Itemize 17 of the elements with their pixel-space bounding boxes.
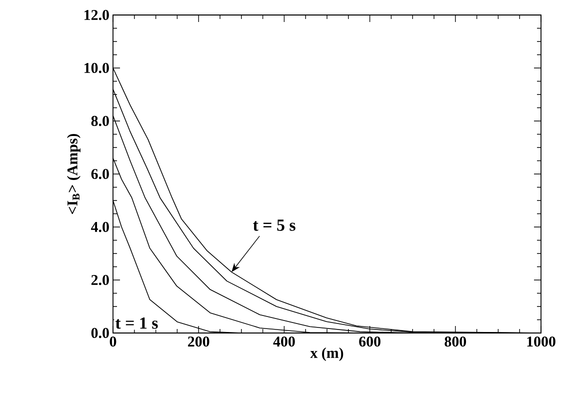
y-tick-label: 4.0 <box>91 222 109 232</box>
x-axis-title: x (m) <box>310 347 344 361</box>
y-tick-label: 2.0 <box>91 274 109 286</box>
x-tick-label: 400 <box>273 336 295 347</box>
annotation: t = 5 s <box>253 220 296 231</box>
x-tick-label: 800 <box>444 336 466 347</box>
x-tick-label: 0 <box>110 336 116 347</box>
y-tick-label: 10.0 <box>84 62 109 74</box>
y-tick-label: 8.0 <box>91 116 109 126</box>
x-tick-label: 200 <box>188 336 210 347</box>
x-tick-label: 1000 <box>527 336 556 347</box>
x-tick-label: 600 <box>359 336 380 347</box>
annotation: t = 1 s <box>115 317 158 329</box>
y-tick-label: 0.0 <box>91 328 109 338</box>
y-axis-title: <I$_{B}$> (Amps) <box>66 134 80 214</box>
y-tick-label: 12.0 <box>84 10 109 20</box>
y-tick-label: 6.0 <box>91 168 109 180</box>
